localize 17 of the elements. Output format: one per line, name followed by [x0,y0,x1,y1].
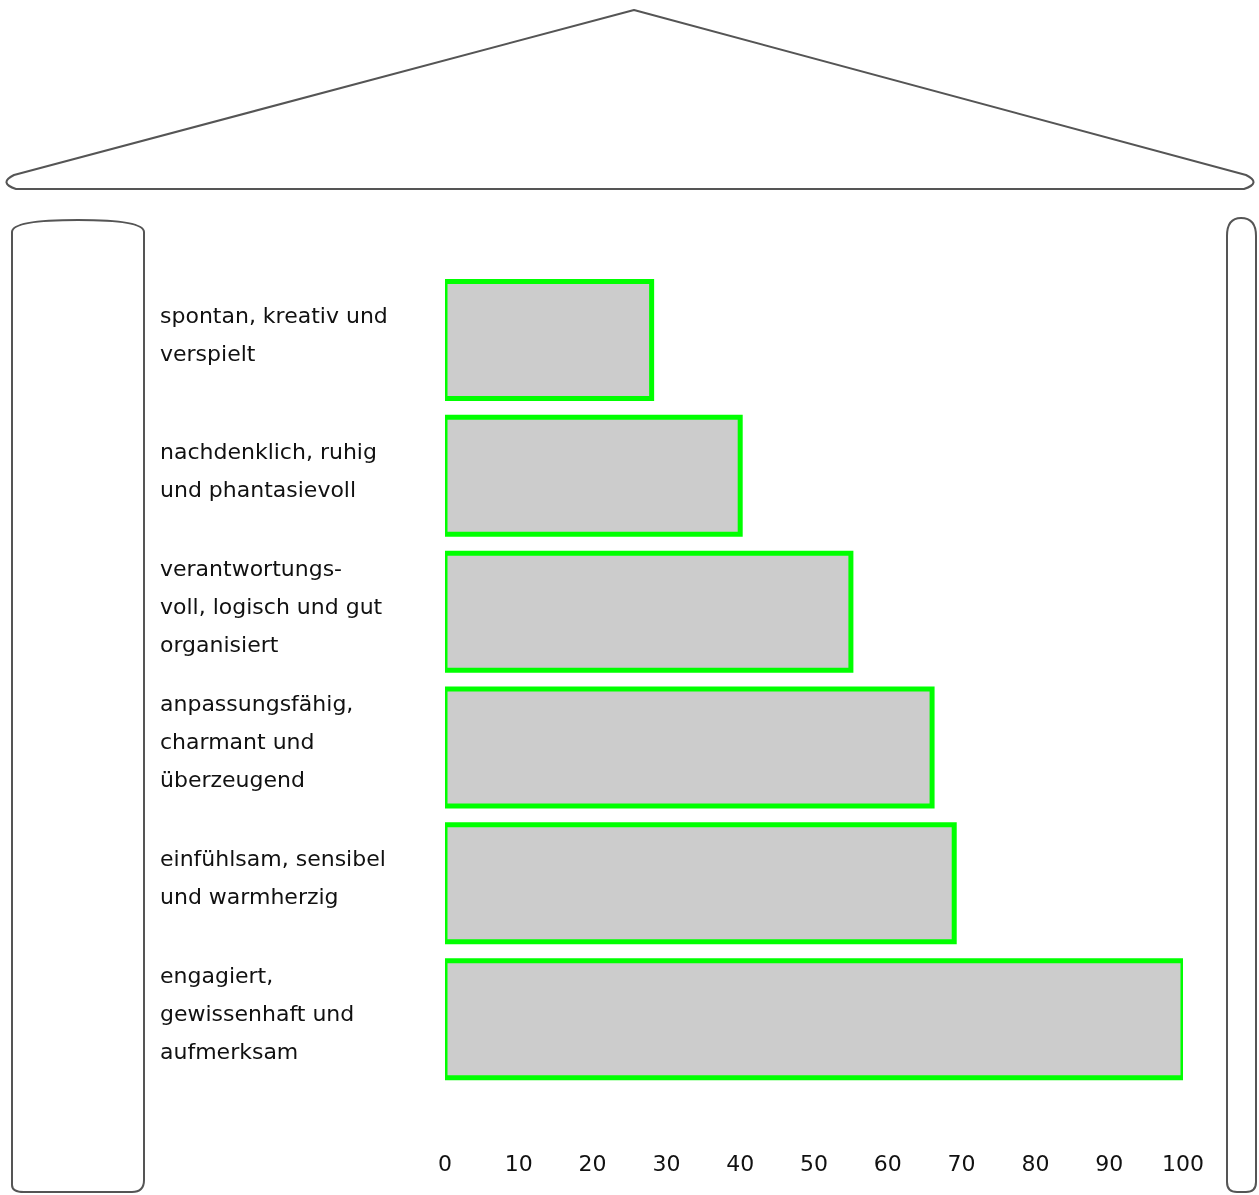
x-tick-label: 60 [873,1151,902,1176]
x-tick-label: 10 [504,1151,533,1176]
y-tick-label: nachdenklich, ruhig und phantasievoll [160,438,377,502]
y-tick-label: verantwortungs- voll, logisch und gut organisiert [160,555,383,657]
x-tick-label: 0 [438,1151,452,1176]
y-tick-label: spontan, kreativ und verspielt [160,302,388,366]
x-tick-label: 30 [652,1151,681,1176]
x-tick-label: 40 [726,1151,755,1176]
x-tick-label: 100 [1162,1151,1204,1176]
x-tick-label: 20 [578,1151,607,1176]
y-tick-label: anpassungsfähig, charmant und überzeugend [160,691,354,793]
x-tick-label: 80 [1021,1151,1050,1176]
y-tick-label: engagiert, gewissenhaft und aufmerksam [160,963,355,1065]
y-tick-label: einfühlsam, sensibel und warmherzig [160,846,386,910]
x-tick-label: 50 [800,1151,828,1176]
x-tick-label: 90 [1095,1151,1124,1176]
x-tick-label: 70 [947,1151,976,1176]
